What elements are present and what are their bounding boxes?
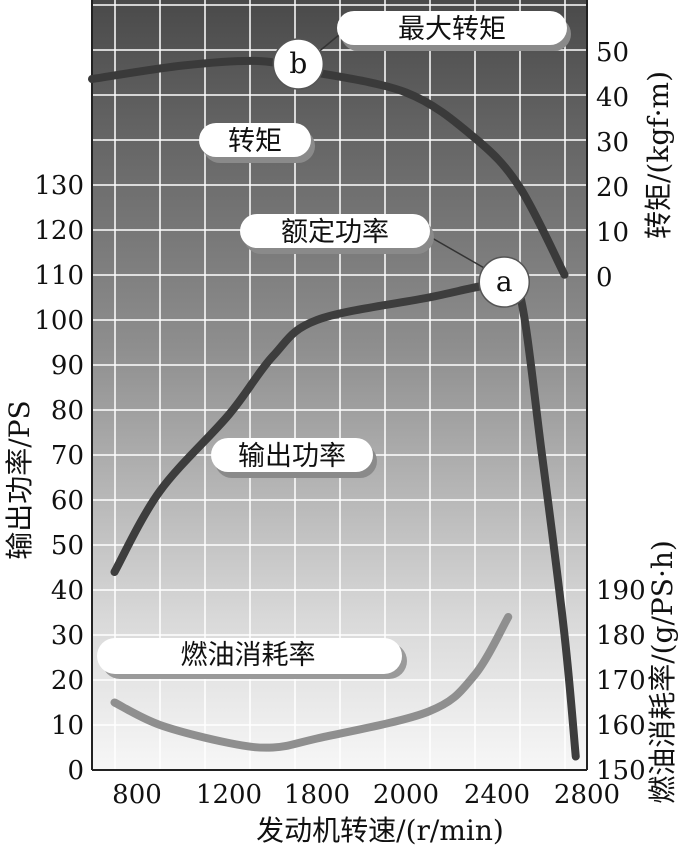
x-tick-label: 2000 (373, 780, 439, 810)
x-tick-label: 2400 (464, 780, 530, 810)
fuel-tick-label: 190 (596, 576, 646, 606)
label-text: 燃油消耗率 (181, 640, 316, 671)
power-tick-label: 50 (51, 531, 84, 561)
fuel-tick-label: 160 (596, 711, 646, 741)
torque-axis-title: 转矩/(kgf·m) (642, 71, 675, 239)
marker-circle (272, 38, 325, 90)
label-pill (240, 214, 430, 248)
power-label: 输出功率 (211, 438, 377, 478)
power-tick-label: 100 (34, 306, 84, 336)
marker-a: a (478, 256, 530, 308)
power-tick-label: 90 (51, 351, 84, 381)
torque-curve (88, 56, 569, 279)
torque-tick-label: 20 (596, 173, 629, 203)
torque-tick-label: 0 (596, 263, 613, 293)
torque-tick-label: 30 (596, 128, 629, 158)
series-layer (88, 56, 580, 761)
rated-power-label: 额定功率 (240, 214, 434, 254)
label-text: 额定功率 (281, 217, 389, 248)
x-tick-label: 1200 (196, 780, 262, 810)
marker-circle (478, 256, 530, 308)
power-tick-label: 40 (51, 576, 84, 606)
fuel-curve (110, 613, 513, 752)
x-tick-label: 2800 (554, 780, 620, 810)
label-pill (211, 438, 373, 472)
label-pill (337, 11, 567, 45)
fuel-axis-title: 燃油消耗率/(g/PS·h) (646, 540, 679, 804)
power-axis-title: 输出功率/PS (3, 400, 36, 559)
torque-label: 转矩 (199, 123, 315, 163)
marker-text: a (496, 265, 513, 298)
x-axis-title: 发动机转速/(r/min) (256, 814, 504, 847)
axes: 800 1200 1800 2000 2400 2800发动机转速/(r/min)0102… (3, 0, 679, 847)
power-tick-label: 20 (51, 666, 84, 696)
label-pill (199, 123, 311, 157)
marker-text: b (289, 47, 307, 80)
power-tick-label: 10 (51, 711, 84, 741)
label-text: 最大转矩 (398, 14, 506, 45)
x-tick-label: 1800 (284, 780, 350, 810)
label-text: 输出功率 (238, 441, 346, 472)
label-pill (97, 638, 402, 674)
power-tick-label: 130 (34, 171, 84, 201)
fuel-label: 燃油消耗率 (97, 638, 407, 679)
max-torque-label: 最大转矩 (337, 11, 571, 51)
power-tick-label: 70 (51, 441, 84, 471)
x-tick-label: 800 (112, 780, 162, 810)
fuel-tick-label: 180 (596, 621, 646, 651)
fuel-tick-label: 150 (596, 756, 646, 786)
power-tick-label: 30 (51, 621, 84, 651)
leader-line (431, 237, 485, 269)
torque-tick-label: 40 (596, 83, 629, 113)
fuel-tick-label: 170 (596, 666, 646, 696)
torque-tick-label: 10 (596, 218, 629, 248)
power-tick-label: 0 (67, 756, 84, 786)
power-tick-label: 120 (34, 216, 84, 246)
power-tick-label: 60 (51, 486, 84, 516)
power-tick-label: 110 (34, 261, 84, 291)
power-curve (110, 273, 580, 761)
power-tick-label: 80 (51, 396, 84, 426)
marker-b: b (272, 38, 325, 90)
label-text: 转矩 (228, 126, 282, 157)
torque-tick-label: 50 (596, 38, 629, 68)
